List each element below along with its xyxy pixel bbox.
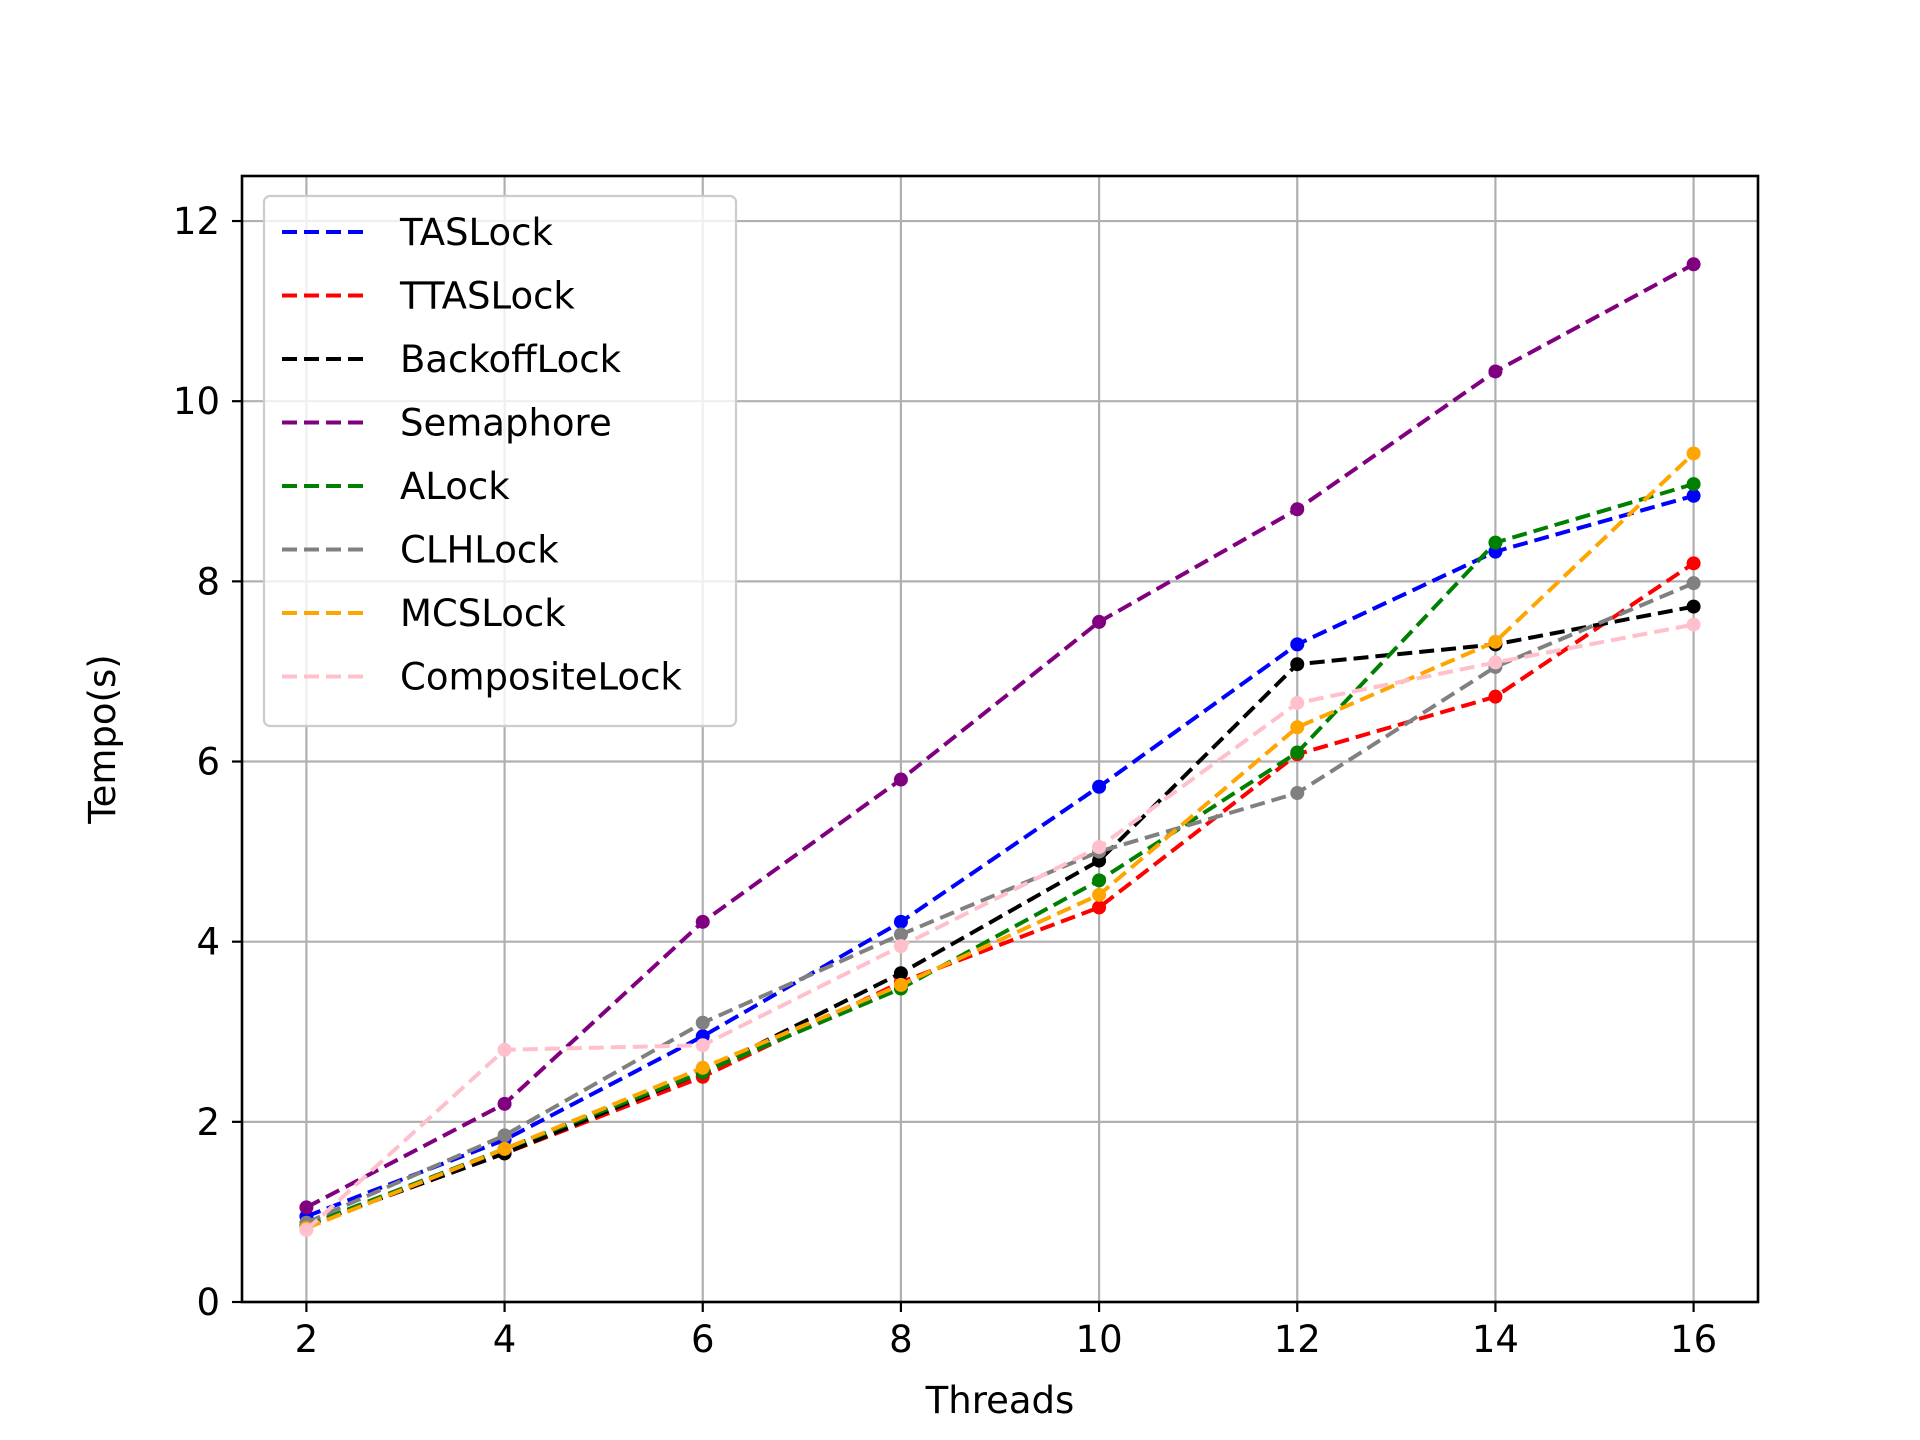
y-tick-label: 8 xyxy=(196,560,220,603)
data-point-semaphore xyxy=(1488,364,1503,379)
data-point-compositelock xyxy=(695,1038,710,1053)
data-point-mcslock xyxy=(1290,720,1305,735)
data-point-taslock xyxy=(1290,637,1305,652)
x-axis-label: Threads xyxy=(925,1379,1075,1422)
y-tick-label: 10 xyxy=(173,380,220,423)
data-point-semaphore xyxy=(893,772,908,787)
legend-label-backofflock: BackoffLock xyxy=(400,338,622,381)
data-point-alock xyxy=(1290,745,1305,760)
series-compositelock xyxy=(299,617,1701,1237)
data-point-mcslock xyxy=(695,1060,710,1075)
x-tick-label: 8 xyxy=(889,1318,913,1361)
data-point-taslock xyxy=(893,914,908,929)
data-point-clhlock xyxy=(695,1015,710,1030)
data-point-mcslock xyxy=(1092,887,1107,902)
data-point-ttaslock xyxy=(1488,689,1503,704)
data-point-backofflock xyxy=(1290,657,1305,672)
series-clhlock xyxy=(299,576,1701,1230)
y-tick-label: 0 xyxy=(196,1281,220,1324)
data-point-compositelock xyxy=(299,1222,314,1237)
data-point-mcslock xyxy=(1488,634,1503,649)
data-point-compositelock xyxy=(1290,695,1305,710)
x-tick-label: 12 xyxy=(1274,1318,1321,1361)
plot-frame xyxy=(240,174,1760,1304)
data-point-compositelock xyxy=(497,1042,512,1057)
series-line-clhlock xyxy=(305,581,1695,1225)
x-tick-label: 16 xyxy=(1670,1318,1717,1361)
data-point-semaphore xyxy=(497,1096,512,1111)
data-point-clhlock xyxy=(1290,786,1305,801)
data-point-mcslock xyxy=(497,1141,512,1156)
data-point-clhlock xyxy=(893,927,908,942)
data-point-semaphore xyxy=(1686,257,1701,272)
legend-label-ttaslock: TTASLock xyxy=(399,275,575,318)
legend-label-compositelock: CompositeLock xyxy=(400,656,682,699)
series-line-compositelock xyxy=(305,622,1694,1232)
x-tick-label: 14 xyxy=(1472,1318,1519,1361)
data-point-ttaslock xyxy=(1092,900,1107,915)
data-point-alock xyxy=(1686,477,1701,492)
data-point-alock xyxy=(1092,873,1107,888)
data-point-compositelock xyxy=(1488,655,1503,670)
y-tick-label: 12 xyxy=(173,200,220,243)
grid xyxy=(242,176,1758,1304)
x-tick-label: 6 xyxy=(691,1318,715,1361)
data-point-mcslock xyxy=(893,977,908,992)
axis-ticks: 2 4 6 8 10 12 14 16 0 2 4 6 8 10 12 xyxy=(173,200,1717,1361)
data-point-backofflock xyxy=(1686,599,1701,614)
data-point-semaphore xyxy=(1092,614,1107,629)
series-line-semaphore xyxy=(305,262,1695,1210)
data-point-compositelock xyxy=(893,939,908,954)
series-layer xyxy=(299,257,1701,1237)
series-line-backofflock xyxy=(305,604,1694,1228)
x-tick-label: 10 xyxy=(1076,1318,1123,1361)
data-point-compositelock xyxy=(1686,617,1701,632)
series-semaphore xyxy=(299,257,1701,1215)
data-point-compositelock xyxy=(1092,840,1107,855)
legend-label-semaphore: Semaphore xyxy=(400,402,612,445)
data-point-semaphore xyxy=(299,1200,314,1215)
y-tick-label: 4 xyxy=(196,921,220,964)
legend-label-mcslock: MCSLock xyxy=(400,592,566,635)
legend-label-alock: ALock xyxy=(400,465,510,508)
legend-box xyxy=(262,194,738,728)
data-point-ttaslock xyxy=(1686,556,1701,571)
series-line-mcslock xyxy=(305,451,1695,1230)
x-tick-label: 4 xyxy=(493,1318,517,1361)
x-tick-label: 2 xyxy=(295,1318,319,1361)
data-point-taslock xyxy=(1686,488,1701,503)
data-point-mcslock xyxy=(1686,446,1701,461)
y-axis-label: Tempo(s) xyxy=(81,654,124,824)
series-line-taslock xyxy=(305,493,1695,1219)
legend-label-taslock: TASLock xyxy=(399,211,553,254)
data-point-taslock xyxy=(1092,779,1107,794)
legend: TASLock TTASLock BackoffLock Semaphore ALock… xyxy=(262,194,738,728)
data-point-clhlock xyxy=(497,1128,512,1143)
data-point-semaphore xyxy=(695,914,710,929)
data-point-semaphore xyxy=(1290,502,1305,517)
data-point-backofflock xyxy=(893,966,908,981)
data-point-clhlock xyxy=(1686,576,1701,591)
legend-label-clhlock: CLHLock xyxy=(400,529,559,572)
data-point-alock xyxy=(1488,535,1503,550)
y-tick-label: 2 xyxy=(196,1101,220,1144)
y-tick-label: 6 xyxy=(196,741,220,784)
